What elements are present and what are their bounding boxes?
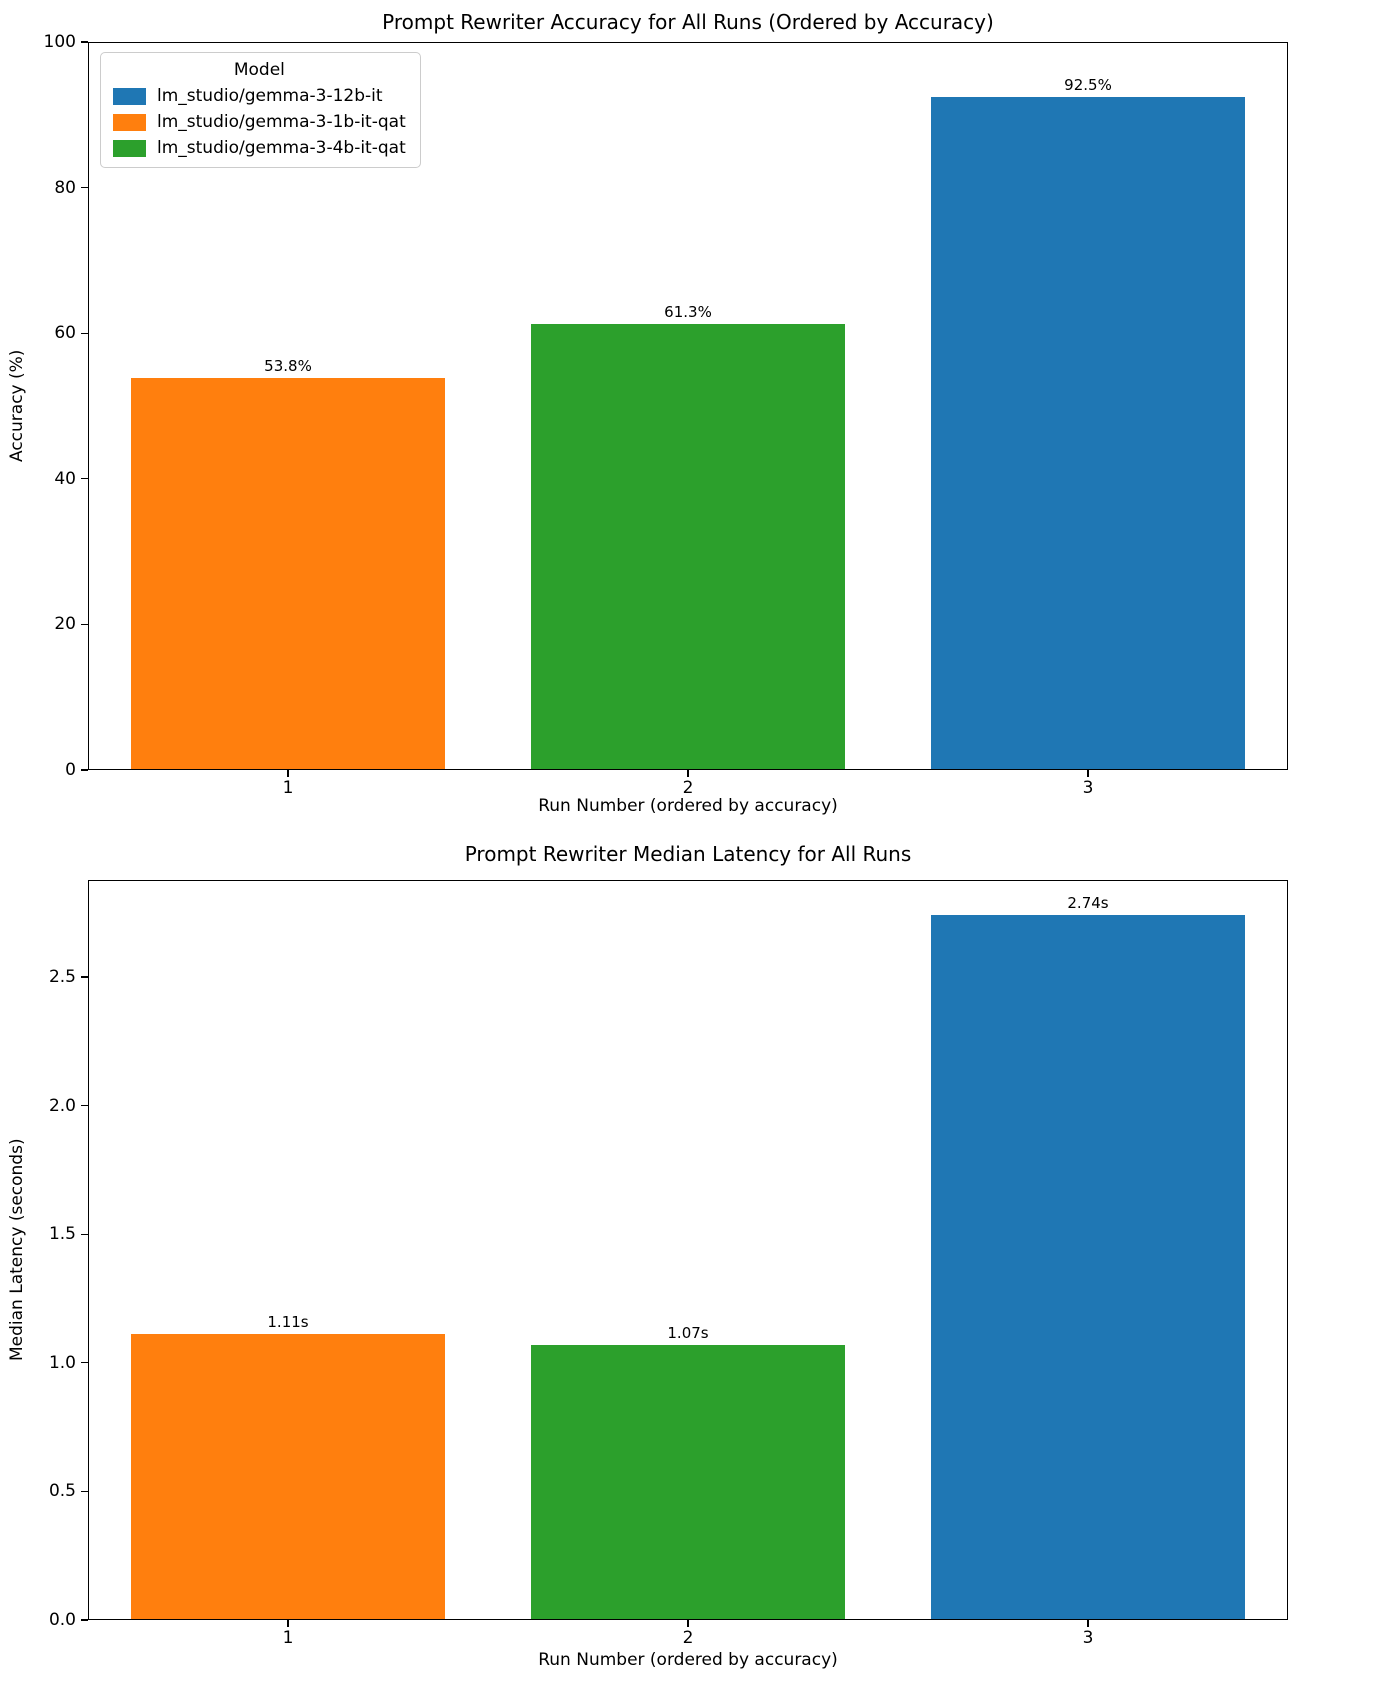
bar-value-label: 2.74s [1067,894,1109,913]
y-tick-mark [81,1233,88,1235]
legend-entry: lm_studio/gemma-3-1b-it-qat [113,112,406,132]
bar [130,1334,446,1619]
x-tick-mark [687,770,689,777]
x-tick-label: 3 [1082,1628,1094,1648]
x-tick-mark [1087,1620,1089,1627]
bar-value-label: 53.8% [264,357,312,376]
y-tick-mark [81,976,88,978]
y-tick-mark [81,1104,88,1107]
y-tick-label: 100 [43,32,76,52]
y-tick-label: 1.0 [48,1352,76,1373]
chart-title: Prompt Rewriter Median Latency for All R… [464,842,912,866]
y-tick-label: 0.0 [48,1610,76,1630]
y-tick-label: 0 [65,760,76,780]
y-tick-label: 1.5 [48,1224,76,1245]
y-tick-mark [81,769,88,771]
legend-label: lm_studio/gemma-3-12b-it [157,86,383,106]
x-tick-label: 3 [1082,778,1094,798]
y-tick-mark [81,478,88,480]
y-tick-label: 60 [54,323,76,344]
x-tick-label: 2 [682,778,694,798]
bar-value-label: 92.5% [1064,75,1112,94]
bar-value-label: 1.07s [667,1323,709,1342]
x-tick-mark [1087,770,1089,777]
bar [530,323,846,769]
bar [930,915,1246,1619]
y-tick-mark [81,623,88,626]
y-axis-label: Accuracy (%) [7,349,27,463]
y-tick-mark [81,186,88,189]
legend-swatch-blue [113,87,146,105]
legend-entry: lm_studio/gemma-3-4b-it-qat [113,138,406,158]
y-tick-mark [81,41,88,43]
x-axis-label: Run Number (ordered by accuracy) [538,1650,838,1670]
y-tick-mark [81,332,88,334]
legend-entry: lm_studio/gemma-3-12b-it [113,86,406,106]
plot-area: Model lm_studio/gemma-3-12b-it lm_studio… [88,42,1288,770]
legend: Model lm_studio/gemma-3-12b-it lm_studio… [100,52,421,168]
y-tick-mark [81,1362,88,1364]
y-tick-label: 2.0 [48,1095,76,1116]
x-tick-mark [287,1620,289,1627]
x-tick-mark [687,1620,689,1627]
bar [930,96,1246,769]
bar [130,378,446,769]
y-axis-label: Median Latency (seconds) [7,1138,27,1362]
y-tick-label: 80 [54,177,76,198]
y-tick-label: 2.5 [48,966,76,987]
y-tick-label: 20 [54,614,76,635]
bar-value-label: 61.3% [664,302,712,321]
chart-title: Prompt Rewriter Accuracy for All Runs (O… [382,10,994,34]
legend-title: Model [233,60,285,80]
legend-swatch-green [113,139,146,157]
x-tick-label: 1 [282,1628,294,1648]
y-tick-label: 0.5 [48,1481,76,1502]
legend-swatch-orange [113,113,146,131]
x-tick-label: 2 [682,1628,694,1648]
legend-label: lm_studio/gemma-3-1b-it-qat [157,112,406,132]
bar-value-label: 1.11s [267,1313,309,1332]
y-tick-label: 40 [54,468,76,489]
x-axis-label: Run Number (ordered by accuracy) [538,796,838,816]
y-tick-mark [81,1490,88,1493]
x-tick-mark [287,770,289,777]
plot-area [88,880,1288,1620]
bar [530,1344,846,1619]
y-tick-mark [81,1619,88,1621]
legend-label: lm_studio/gemma-3-4b-it-qat [157,138,406,158]
x-tick-label: 1 [282,778,294,798]
